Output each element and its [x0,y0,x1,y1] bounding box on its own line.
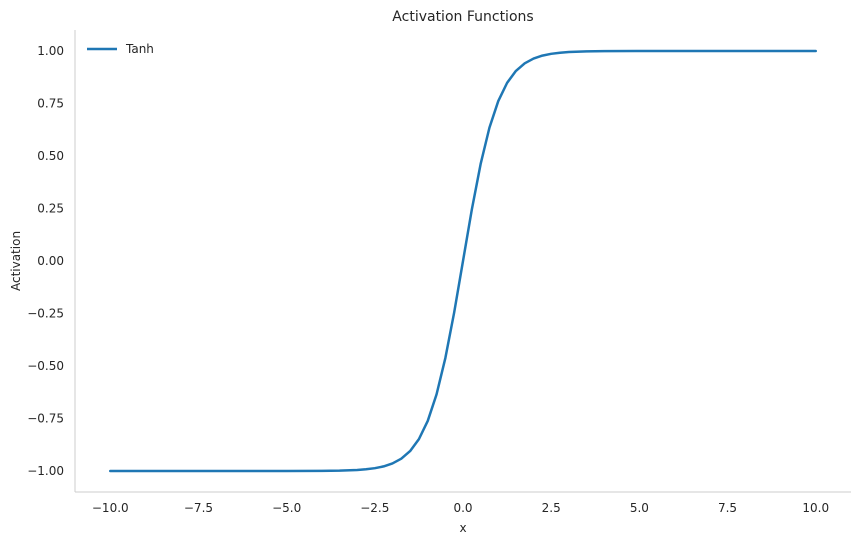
y-tick-label: 0.00 [37,254,64,268]
x-axis-ticks: −10.0 −7.5 −5.0 −2.5 0.0 2.5 5.0 7.5 10.0 [92,501,829,515]
x-tick-label: 10.0 [802,501,829,515]
y-tick-label: 0.75 [37,97,64,111]
x-tick-label: 2.5 [542,501,561,515]
x-tick-label: 7.5 [718,501,737,515]
series-line-tanh [109,49,817,473]
y-tick-label: −1.00 [27,464,64,478]
legend-label: Tanh [125,42,154,56]
y-axis-ticks: −1.00 −0.75 −0.50 −0.25 0.00 0.25 0.50 0.75 1.00 [27,44,64,478]
y-tick-label: −0.25 [27,307,64,321]
axes [74,30,851,493]
y-tick-label: −0.75 [27,412,64,426]
x-tick-label: −7.5 [184,501,213,515]
y-tick-label: 0.25 [37,202,64,216]
y-axis-label: Activation [9,231,23,291]
x-tick-label: −10.0 [92,501,129,515]
x-tick-label: −2.5 [360,501,389,515]
x-tick-label: −5.0 [272,501,301,515]
y-tick-label: 0.50 [37,149,64,163]
y-tick-label: −0.50 [27,359,64,373]
series-lines [109,49,817,473]
x-tick-label: 5.0 [630,501,649,515]
x-axis-label: x [459,521,466,535]
x-tick-label: 0.0 [453,501,472,515]
legend: Tanh [87,42,154,56]
chart-title: Activation Functions [392,9,533,25]
y-tick-label: 1.00 [37,44,64,58]
